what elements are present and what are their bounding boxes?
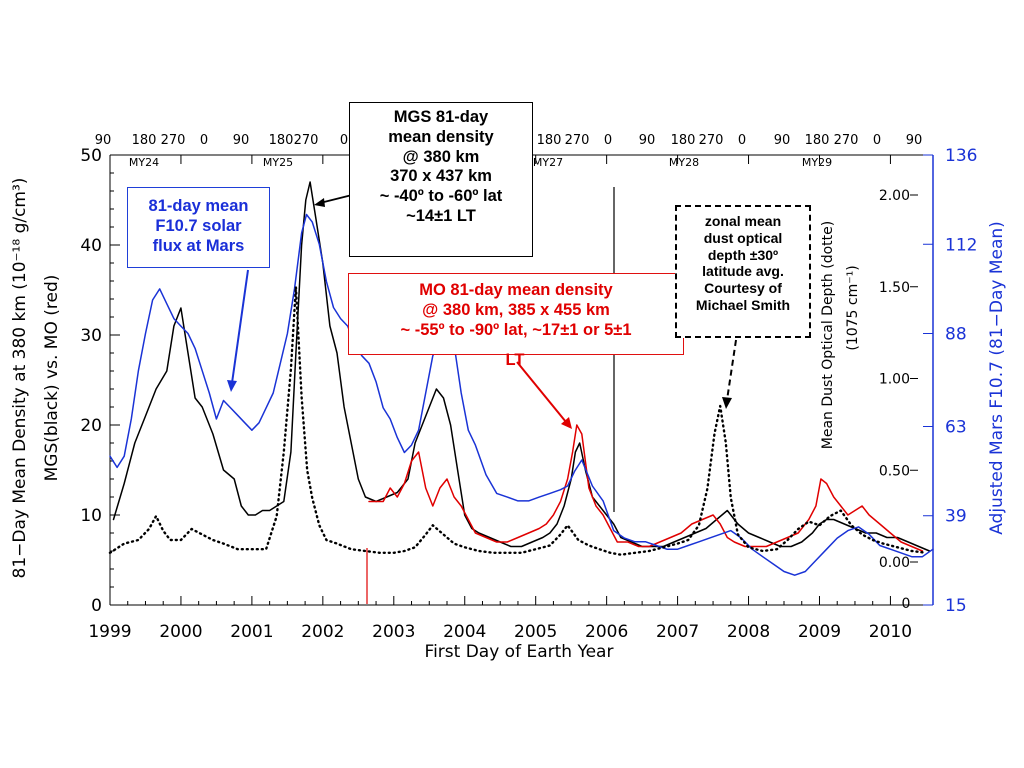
mo-annotation-overflow: LT: [505, 351, 525, 369]
dust-line-5: Courtesy of: [704, 280, 782, 297]
y-tick-label-left: 20: [80, 416, 102, 436]
dust-line-1: zonal mean: [704, 213, 782, 229]
annotation-overlay: [227, 187, 737, 604]
mars-year-label: MY29: [802, 156, 832, 169]
y-axis-label-flux: Adjusted Mars F10.7 (81−Day Mean): [987, 221, 1007, 535]
y-tick-label-flux: 88: [945, 325, 967, 345]
x-tick-label: 2000: [159, 622, 202, 642]
series-line-mo: [368, 424, 924, 552]
mgs-line-3: @ 380 km: [402, 147, 480, 166]
mgs-arrow: [319, 194, 353, 204]
top-axis-tick-label: 270: [294, 133, 319, 148]
mgs-line-6: ~14±1 LT: [406, 206, 476, 225]
mgs-line-5: ~ -40º to -60º lat: [379, 187, 503, 206]
y-axis-label-dust-2: (1075 cm⁻¹): [845, 265, 861, 350]
y-tick-label-flux: 112: [945, 235, 977, 255]
chart-axes: 1999 2000 2001 2002 2003 2004 2005 2006 2007 2008…: [80, 133, 977, 642]
x-tick-label: 2009: [798, 622, 841, 642]
mgs-line-1: MGS 81-day: [393, 108, 489, 126]
top-axis-tick-label: 0: [604, 133, 612, 148]
top-axis-tick-label: 90: [95, 133, 112, 148]
mgs-line-4: 370 x 437 km: [390, 167, 492, 186]
top-axis-tick-label: 0: [200, 133, 208, 148]
mo-arrowhead: [561, 417, 572, 429]
top-axis-tick-label: 90: [233, 133, 250, 148]
dust-arrow: [726, 339, 737, 401]
series-line-dust: [108, 285, 928, 556]
mars-year-label: MY28: [669, 156, 699, 169]
x-axis-label: First Day of Earth Year: [425, 642, 614, 662]
y-axis-label-dust: Mean Dust Optical Depth (dotte): [820, 221, 836, 449]
y-tick-label-left: 0: [91, 596, 102, 616]
x-tick-label: 2008: [727, 622, 770, 642]
mo-line-1: MO 81-day mean density: [419, 281, 613, 299]
y-tick-label-dust: 2.00: [879, 188, 910, 204]
dust-line-4: latitude avg.: [702, 263, 784, 280]
flux-annotation-box: 81-day mean F10.7 solar flux at Mars: [127, 187, 270, 268]
x-tick-label: 2001: [230, 622, 273, 642]
top-axis-tick-label: 90: [774, 133, 791, 148]
top-axis-tick-label: 180: [269, 133, 294, 148]
top-axis-tick-label: 0: [340, 133, 348, 148]
mo-annotation-box: MO 81-day mean density @ 380 km, 385 x 4…: [348, 273, 684, 355]
y-axis-label-left-2: MGS(black) vs. MO (red): [42, 275, 62, 482]
dust-line-6: Michael Smith: [695, 296, 791, 313]
flux-line-2: F10.7 solar: [155, 216, 242, 235]
top-axis-tick-label: 90: [906, 133, 923, 148]
mars-year-label: MY27: [533, 156, 563, 169]
dust-arrowhead: [722, 397, 732, 409]
mgs-arrowhead: [314, 198, 325, 207]
x-tick-label: 2005: [514, 622, 557, 642]
dust-annotation-box: zonal mean dust optical depth ±30º latit…: [675, 205, 811, 338]
top-axis-tick-label: 270: [161, 133, 186, 148]
x-tick-label: 2004: [443, 622, 486, 642]
x-tick-label: 2003: [372, 622, 415, 642]
top-axis-tick-label: 180: [805, 133, 830, 148]
mgs-line-2: mean density: [388, 127, 494, 146]
x-tick-label: 2010: [869, 622, 912, 642]
y-tick-label-flux: 39: [945, 507, 967, 527]
y-tick-label-dust: 0.00: [879, 555, 910, 571]
mars-year-label: MY24: [129, 156, 159, 169]
top-axis-tick-label: 180: [132, 133, 157, 148]
series-line-mgs: [112, 181, 931, 552]
x-tick-label: 2002: [301, 622, 344, 642]
x-tick-label: 2006: [585, 622, 628, 642]
y-axis-label-left: 81−Day Mean Density at 380 km (10⁻¹⁸ g/c…: [10, 178, 30, 579]
flux-line-3: flux at Mars: [152, 236, 245, 255]
mars-year-label: MY25: [263, 156, 293, 169]
y-tick-label-dust: 0.50: [879, 463, 910, 479]
flux-arrowhead: [227, 380, 237, 392]
inner-right-zero-label: 0: [902, 596, 911, 612]
top-axis-tick-label: 0: [738, 133, 746, 148]
dust-line-2: dust optical: [703, 229, 783, 246]
mo-line-2: @ 380 km, 385 x 455 km: [422, 300, 610, 319]
mgs-annotation-box: MGS 81-day mean density @ 380 km 370 x 4…: [349, 102, 533, 257]
mo-arrow: [516, 361, 567, 423]
top-axis-tick-label: 270: [834, 133, 859, 148]
top-axis-tick-label: 0: [873, 133, 881, 148]
top-axis-tick-label: 180: [671, 133, 696, 148]
y-tick-label-left: 40: [80, 236, 102, 256]
y-tick-label-left: 10: [80, 506, 102, 526]
x-tick-label: 1999: [88, 622, 131, 642]
top-axis-tick-label: 270: [699, 133, 724, 148]
y-tick-label-left: 30: [80, 326, 102, 346]
mo-line-3: ~ -55º to -90º lat, ~17±1 or 5±1: [400, 320, 632, 339]
y-tick-label-flux: 15: [945, 596, 967, 616]
y-tick-label-dust: 1.00: [879, 372, 910, 388]
top-axis-tick-label: 180: [537, 133, 562, 148]
flux-arrow: [231, 269, 249, 384]
top-axis-tick-label: 270: [565, 133, 590, 148]
y-tick-label-flux: 63: [945, 417, 967, 437]
labels-layer: First Day of Earth Year 81−Day Mean Dens…: [10, 178, 1007, 662]
y-tick-label-left: 50: [80, 146, 102, 166]
y-tick-label-flux: 136: [945, 146, 977, 166]
y-tick-label-dust: 1.50: [879, 280, 910, 296]
x-tick-label: 2007: [656, 622, 699, 642]
top-axis-tick-label: 90: [639, 133, 656, 148]
dust-line-3: depth ±30º: [707, 246, 779, 263]
flux-line-1: 81-day mean: [148, 197, 249, 215]
